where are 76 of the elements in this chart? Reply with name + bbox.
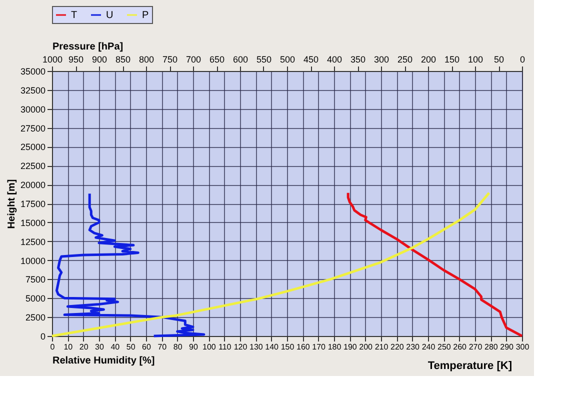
y-tick-label: 0 — [40, 332, 46, 342]
legend-label: T — [71, 10, 78, 21]
x-tick-label: 40 — [110, 342, 120, 352]
y-tick-label: 27500 — [20, 123, 46, 134]
x2-tick-label: 550 — [256, 54, 272, 64]
x-tick-label: 140 — [265, 342, 280, 352]
x-tick-label: 150 — [280, 342, 295, 352]
x-tick-label: 50 — [126, 342, 136, 352]
x-tick-label: 200 — [359, 342, 374, 352]
x2-tick-label: 0 — [520, 54, 526, 64]
x-tick-label: 30 — [95, 342, 104, 352]
x-tick-label: 210 — [374, 342, 389, 352]
x-tick-label: 120 — [234, 342, 248, 352]
x-tick-label: 60 — [142, 342, 152, 352]
x2-tick-label: 400 — [326, 54, 342, 64]
legend-label: U — [106, 10, 114, 21]
y-tick-label: 15000 — [20, 218, 46, 228]
y-tick-label: 12500 — [20, 236, 46, 247]
x-tick-label: 300 — [516, 342, 530, 352]
x-tick-label: 230 — [406, 342, 420, 352]
x-tick-label: 130 — [249, 342, 264, 352]
x-tick-label: 90 — [189, 342, 198, 352]
y-tick-label: 32500 — [20, 85, 46, 96]
x2-tick-label: 700 — [186, 54, 202, 64]
x-tick-label: 260 — [453, 342, 468, 352]
y-tick-label: 35000 — [20, 66, 46, 76]
x-tick-label: 190 — [343, 342, 358, 352]
x-tick-label: 0 — [50, 342, 56, 352]
x-tick-label: 170 — [312, 342, 326, 352]
x-tick-label: 290 — [500, 342, 514, 352]
y-tick-label: 20000 — [20, 180, 46, 190]
x2-tick-label: 750 — [162, 54, 178, 64]
x2-tick-label: 100 — [468, 54, 484, 64]
x2-tick-label: 950 — [68, 54, 84, 64]
x2-tick-label: 850 — [115, 54, 131, 64]
x2-tick-label: 300 — [374, 54, 390, 64]
x-axis-title: Relative Humidity [%] — [52, 356, 155, 366]
x2-tick-label: 200 — [420, 54, 436, 64]
x-tick-label: 80 — [173, 342, 183, 352]
y-tick-label: 2500 — [25, 312, 46, 323]
x2-tick-label: 350 — [350, 54, 366, 64]
x2-tick-label: 150 — [444, 54, 460, 64]
x-tick-label: 180 — [328, 342, 342, 352]
x2-tick-label: 600 — [232, 54, 248, 64]
x2-axis-title: Pressure [hPa] — [52, 42, 124, 52]
x2-tick-label: 800 — [138, 54, 154, 64]
x-tick-label: 160 — [296, 342, 310, 352]
y-tick-label: 25000 — [20, 142, 46, 152]
y-tick-label: 10000 — [20, 256, 46, 266]
x-tick-label: 10 — [64, 342, 74, 352]
x2-tick-label: 650 — [209, 54, 225, 64]
y-axis-title: Height [m] — [6, 179, 18, 229]
y-tick-label: 5000 — [25, 294, 46, 304]
text: Temperature [K] — [428, 360, 512, 372]
y-tick-label: 22500 — [20, 161, 46, 172]
x-tick-label: 280 — [484, 342, 498, 352]
x-tick-label: 110 — [218, 342, 232, 352]
x-tick-label: 20 — [79, 342, 89, 352]
x-tick-label: 270 — [468, 342, 483, 352]
y-tick-label: 30000 — [20, 104, 46, 114]
x2-tick-label: 900 — [92, 54, 108, 64]
x-tick-label: 240 — [422, 342, 436, 352]
x2-tick-label: 500 — [280, 54, 296, 64]
x2-tick-label: 450 — [303, 54, 319, 64]
x-tick-label: 250 — [437, 342, 452, 352]
legend-label: P — [142, 10, 149, 21]
x-tick-label: 70 — [158, 342, 168, 352]
y-tick-label: 17500 — [20, 199, 46, 209]
x2-tick-label: 50 — [494, 54, 504, 64]
y-tick-label: 7500 — [25, 274, 46, 285]
line-series — [55, 192, 206, 338]
x2-tick-label: 250 — [397, 54, 413, 64]
x2-tick-label: 1000 — [42, 54, 63, 64]
x-tick-label: 220 — [390, 342, 404, 352]
x-tick-label: 100 — [202, 342, 216, 352]
line-series — [346, 192, 524, 338]
